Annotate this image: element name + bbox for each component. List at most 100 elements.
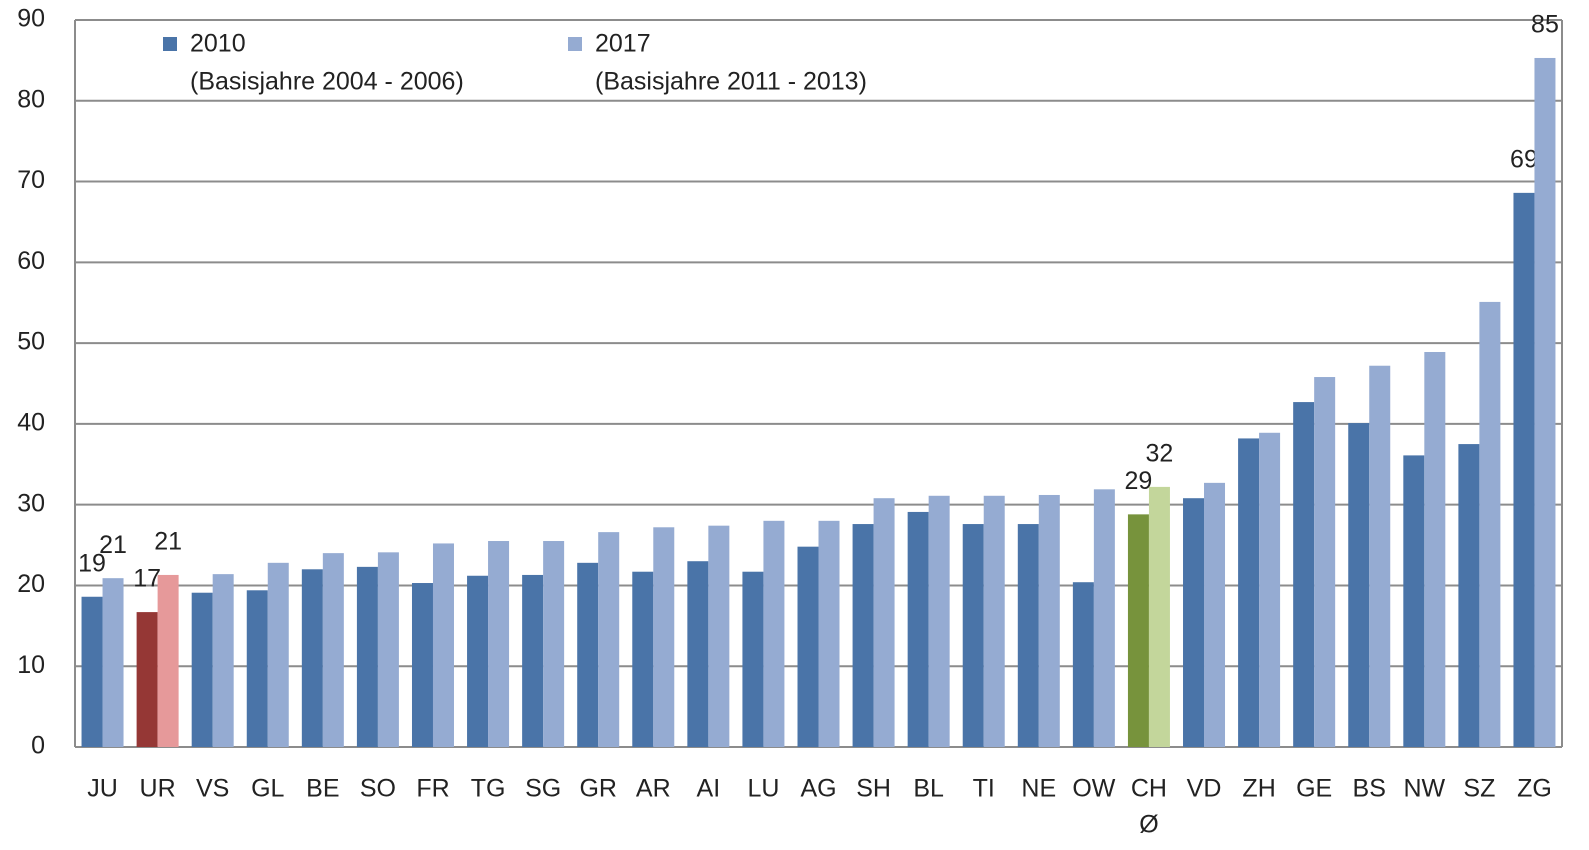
- bar: [1369, 365, 1391, 747]
- bar: [632, 571, 654, 747]
- bar: [1259, 432, 1281, 747]
- y-tick-label: 90: [17, 5, 45, 33]
- bar: [191, 592, 213, 747]
- bar: [1314, 377, 1336, 747]
- x-tick-label: AR: [636, 775, 671, 803]
- bar: [1204, 482, 1226, 747]
- x-tick-label: TG: [471, 775, 506, 803]
- y-tick-label: 10: [17, 651, 45, 679]
- bar: [577, 562, 599, 747]
- x-tick-label: ZG: [1517, 775, 1552, 803]
- x-tick-label: VD: [1187, 775, 1222, 803]
- value-label: 19: [78, 549, 106, 577]
- bar: [742, 571, 764, 747]
- y-tick-label: 30: [17, 489, 45, 517]
- x-tick-label: NE: [1021, 775, 1056, 803]
- x-tick-label: AG: [800, 775, 836, 803]
- x-tick-label: JU: [87, 775, 118, 803]
- value-label: 29: [1125, 467, 1153, 495]
- y-tick-label: 70: [17, 166, 45, 194]
- bar: [818, 520, 840, 747]
- x-tick-label: GR: [579, 775, 617, 803]
- bar: [136, 612, 158, 747]
- x-tick-label: GE: [1296, 775, 1332, 803]
- bar: [246, 590, 268, 747]
- bar: [411, 583, 433, 747]
- bar: [522, 574, 544, 747]
- bar: [983, 495, 1005, 747]
- bar: [432, 543, 454, 747]
- bar: [322, 553, 344, 747]
- legend-swatch: [163, 37, 177, 51]
- bar: [852, 524, 874, 747]
- y-tick-label: 0: [31, 732, 45, 760]
- bar: [708, 525, 730, 747]
- bar: [1072, 582, 1094, 747]
- value-label: 17: [133, 565, 161, 593]
- bar: [1348, 423, 1370, 747]
- value-label: 21: [154, 528, 182, 556]
- bar: [653, 527, 675, 747]
- x-tick-label: NW: [1403, 775, 1445, 803]
- bar: [598, 532, 620, 747]
- value-label: 21: [99, 531, 127, 559]
- bar: [1458, 444, 1480, 747]
- x-tick-label: FR: [416, 775, 449, 803]
- bar: [1038, 494, 1060, 747]
- legend-note: (Basisjahre 2011 - 2013): [595, 68, 867, 96]
- value-label: 85: [1531, 11, 1559, 39]
- legend-label: 2017: [595, 30, 651, 58]
- bar: [1403, 455, 1425, 747]
- bar: [102, 578, 124, 747]
- bar: [467, 575, 489, 747]
- bar: [1127, 514, 1149, 747]
- bar: [962, 524, 984, 747]
- legend-note: (Basisjahre 2004 - 2006): [190, 68, 464, 96]
- x-tick-label: OW: [1072, 775, 1115, 803]
- x-tick-label: CH: [1131, 775, 1167, 803]
- y-tick-label: 60: [17, 247, 45, 275]
- bar: [81, 596, 103, 747]
- bar: [1479, 301, 1501, 747]
- bar: [928, 495, 950, 747]
- x-tick-label: SZ: [1463, 775, 1495, 803]
- x-tick-label: BE: [306, 775, 339, 803]
- bar: [907, 511, 929, 747]
- bar: [763, 520, 785, 747]
- x-tick-label: UR: [140, 775, 176, 803]
- bar: [157, 574, 179, 747]
- x-tick-label: SG: [525, 775, 561, 803]
- y-tick-label: 80: [17, 85, 45, 113]
- x-tick-label: AI: [697, 775, 721, 803]
- bar: [377, 552, 399, 747]
- bar: [488, 541, 510, 747]
- y-tick-label: 40: [17, 408, 45, 436]
- y-tick-label: 20: [17, 570, 45, 598]
- x-tick-label: VS: [196, 775, 229, 803]
- bar: [267, 562, 289, 747]
- x-tick-label: BL: [913, 775, 944, 803]
- bar: [1093, 489, 1115, 747]
- x-tick-label: TI: [973, 775, 995, 803]
- value-label: 69: [1510, 145, 1538, 173]
- x-tick-label: BS: [1353, 775, 1386, 803]
- bar: [873, 498, 895, 747]
- bar: [1534, 57, 1556, 747]
- legend-swatch: [568, 37, 582, 51]
- x-tick-label: GL: [251, 775, 284, 803]
- x-tick-label: SH: [856, 775, 891, 803]
- bar: [1148, 486, 1170, 747]
- bar: [301, 569, 323, 747]
- y-tick-label: 50: [17, 328, 45, 356]
- bar: [543, 541, 565, 747]
- x-tick-sublabel: Ø: [1139, 811, 1158, 839]
- bar: [1513, 192, 1535, 747]
- legend-label: 2010: [190, 30, 246, 58]
- bar: [212, 574, 234, 747]
- bar: [1238, 438, 1260, 747]
- bar: [1017, 524, 1039, 747]
- bar: [687, 561, 709, 747]
- bar: [797, 546, 819, 747]
- value-label: 32: [1146, 440, 1174, 468]
